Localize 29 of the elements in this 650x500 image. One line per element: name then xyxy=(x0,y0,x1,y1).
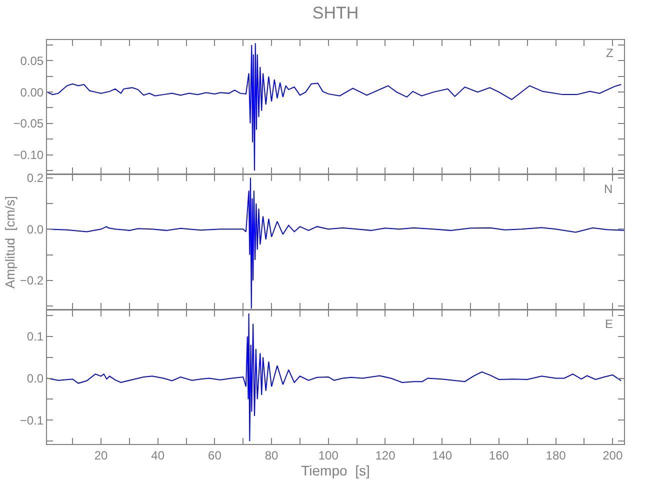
x-axis-title: Tiempo [s] xyxy=(301,462,370,479)
annotation: N xyxy=(604,182,613,196)
annotation: Z xyxy=(606,46,614,60)
x-tick-label: 40 xyxy=(151,448,165,462)
line-series xyxy=(47,177,624,309)
y-tick-label: −0.2 xyxy=(20,274,44,288)
y-tick-label: −0.05 xyxy=(13,116,44,131)
chart-title: SHTH xyxy=(312,3,359,22)
x-tick-label: 200 xyxy=(602,448,623,462)
y-tick-label: 0.1 xyxy=(26,330,44,344)
line-series xyxy=(47,42,622,171)
y-axis-title: Amplitud [cm/s] xyxy=(2,196,18,288)
x-tick-label: 120 xyxy=(375,448,396,462)
y-tick-label: 0.0 xyxy=(26,371,44,386)
x-tick-label: 100 xyxy=(318,448,339,462)
x-tick-label: 180 xyxy=(546,448,566,462)
x-tick-label: 80 xyxy=(264,448,279,462)
y-tick-label: −0.10 xyxy=(13,148,44,162)
y-tick-label: 0.0 xyxy=(26,222,44,236)
x-tick-label: 20 xyxy=(94,448,108,462)
x-tick-label: 140 xyxy=(432,448,452,462)
line-series xyxy=(47,312,622,442)
y-tick-label: 0.00 xyxy=(20,85,44,100)
annotation: E xyxy=(605,317,614,331)
x-tick-label: 60 xyxy=(208,448,222,462)
y-tick-label: 0.2 xyxy=(26,170,44,185)
y-tick-label: −0.1 xyxy=(20,413,44,428)
x-tick-label: 160 xyxy=(488,448,510,462)
y-tick-label: 0.05 xyxy=(20,54,44,68)
